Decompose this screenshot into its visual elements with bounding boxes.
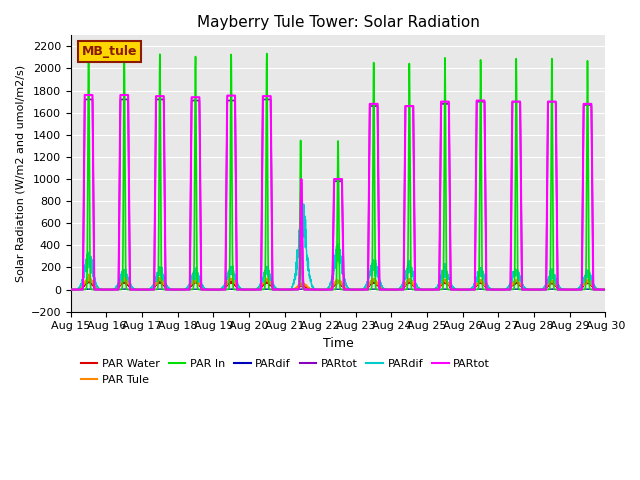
Legend: PAR Water, PAR Tule, PAR In, PARdif, PARtot, PARdif, PARtot: PAR Water, PAR Tule, PAR In, PARdif, PAR… (76, 355, 495, 389)
Y-axis label: Solar Radiation (W/m2 and umol/m2/s): Solar Radiation (W/m2 and umol/m2/s) (15, 65, 25, 282)
Title: Mayberry Tule Tower: Solar Radiation: Mayberry Tule Tower: Solar Radiation (196, 15, 479, 30)
X-axis label: Time: Time (323, 337, 353, 350)
Text: MB_tule: MB_tule (81, 45, 137, 58)
